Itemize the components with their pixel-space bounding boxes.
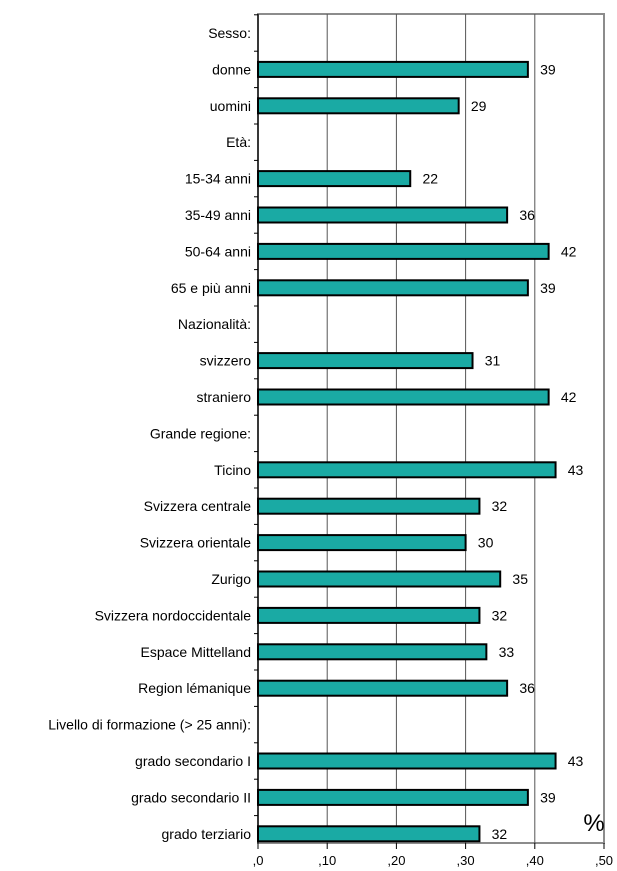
- x-tick-label: ,30: [457, 853, 475, 868]
- data-label: 43: [568, 753, 584, 769]
- bar: [257, 534, 467, 552]
- category-label: 35-49 anni: [185, 207, 251, 223]
- bar: [257, 606, 481, 624]
- category-label: Età:: [226, 134, 251, 150]
- category-label: Zurigo: [211, 571, 251, 587]
- bar: [257, 679, 509, 697]
- data-label: 36: [519, 680, 535, 696]
- category-label: Sesso:: [208, 25, 251, 41]
- x-tick-label: ,0: [253, 853, 264, 868]
- data-label: 35: [512, 571, 528, 587]
- category-label: donne: [212, 61, 251, 77]
- data-label: 22: [422, 171, 438, 187]
- data-label: 30: [478, 535, 494, 551]
- bar: [257, 752, 557, 770]
- category-label: 15-34 anni: [185, 171, 251, 187]
- x-tick-label: ,10: [318, 853, 336, 868]
- data-label: 39: [540, 61, 556, 77]
- category-label: uomini: [210, 98, 251, 114]
- bar: [257, 825, 481, 843]
- category-label: Livello di formazione (> 25 anni):: [48, 717, 251, 733]
- bar: [257, 570, 502, 588]
- data-label: 33: [499, 644, 515, 660]
- category-label: Nazionalità:: [178, 316, 251, 332]
- bar: [257, 206, 509, 224]
- category-label: Svizzera centrale: [144, 498, 252, 514]
- category-label: grado secondario I: [135, 753, 251, 769]
- bar: [257, 461, 557, 479]
- data-label: 39: [540, 789, 556, 805]
- bar: [257, 97, 460, 115]
- data-label: 39: [540, 280, 556, 296]
- category-label: grado secondario II: [131, 789, 251, 805]
- category-label: Svizzera orientale: [140, 535, 251, 551]
- data-label: 42: [561, 389, 577, 405]
- category-label: Region lémanique: [138, 680, 251, 696]
- data-label: 32: [492, 607, 508, 623]
- category-label: Grande regione:: [150, 425, 251, 441]
- plot-area: [257, 13, 605, 844]
- data-label: 36: [519, 207, 535, 223]
- category-label: Ticino: [214, 462, 251, 478]
- value-labels: 39 29 22 36 42 39 31 42 43 32 30 35 32 33 36 43 39 32: [422, 61, 583, 841]
- bar: [257, 788, 529, 806]
- x-axis-ticks: ,0 ,10 ,20 ,30 ,40 ,50: [253, 843, 613, 868]
- bar: [257, 60, 529, 78]
- category-label: straniero: [197, 389, 252, 405]
- data-label: 32: [492, 826, 508, 842]
- y-axis-ticks: [254, 14, 258, 817]
- category-label: grado terziario: [162, 826, 252, 842]
- category-label: 50-64 anni: [185, 243, 251, 259]
- data-label: 32: [492, 498, 508, 514]
- category-labels: Sesso: donne uomini Età: 15-34 anni 35-49 ann…: [48, 25, 251, 842]
- data-label: 43: [568, 462, 584, 478]
- bar: [257, 388, 550, 406]
- data-label: 29: [471, 98, 487, 114]
- bar: [257, 352, 474, 370]
- data-label: 42: [561, 243, 577, 259]
- category-label: svizzero: [200, 353, 252, 369]
- bar: [257, 279, 529, 297]
- category-label: 65 e più anni: [171, 280, 251, 296]
- unit-label: %: [583, 810, 604, 837]
- category-label: Espace Mittelland: [140, 644, 251, 660]
- data-label: 31: [485, 353, 501, 369]
- x-tick-label: ,50: [595, 853, 613, 868]
- gridlines: [326, 14, 536, 843]
- bar: [257, 242, 550, 260]
- bar: [257, 170, 412, 188]
- x-tick-label: ,40: [526, 853, 544, 868]
- bar: [257, 643, 488, 661]
- bar: [257, 497, 481, 515]
- x-tick-label: ,20: [387, 853, 405, 868]
- category-label: Svizzera nordoccidentale: [95, 607, 252, 623]
